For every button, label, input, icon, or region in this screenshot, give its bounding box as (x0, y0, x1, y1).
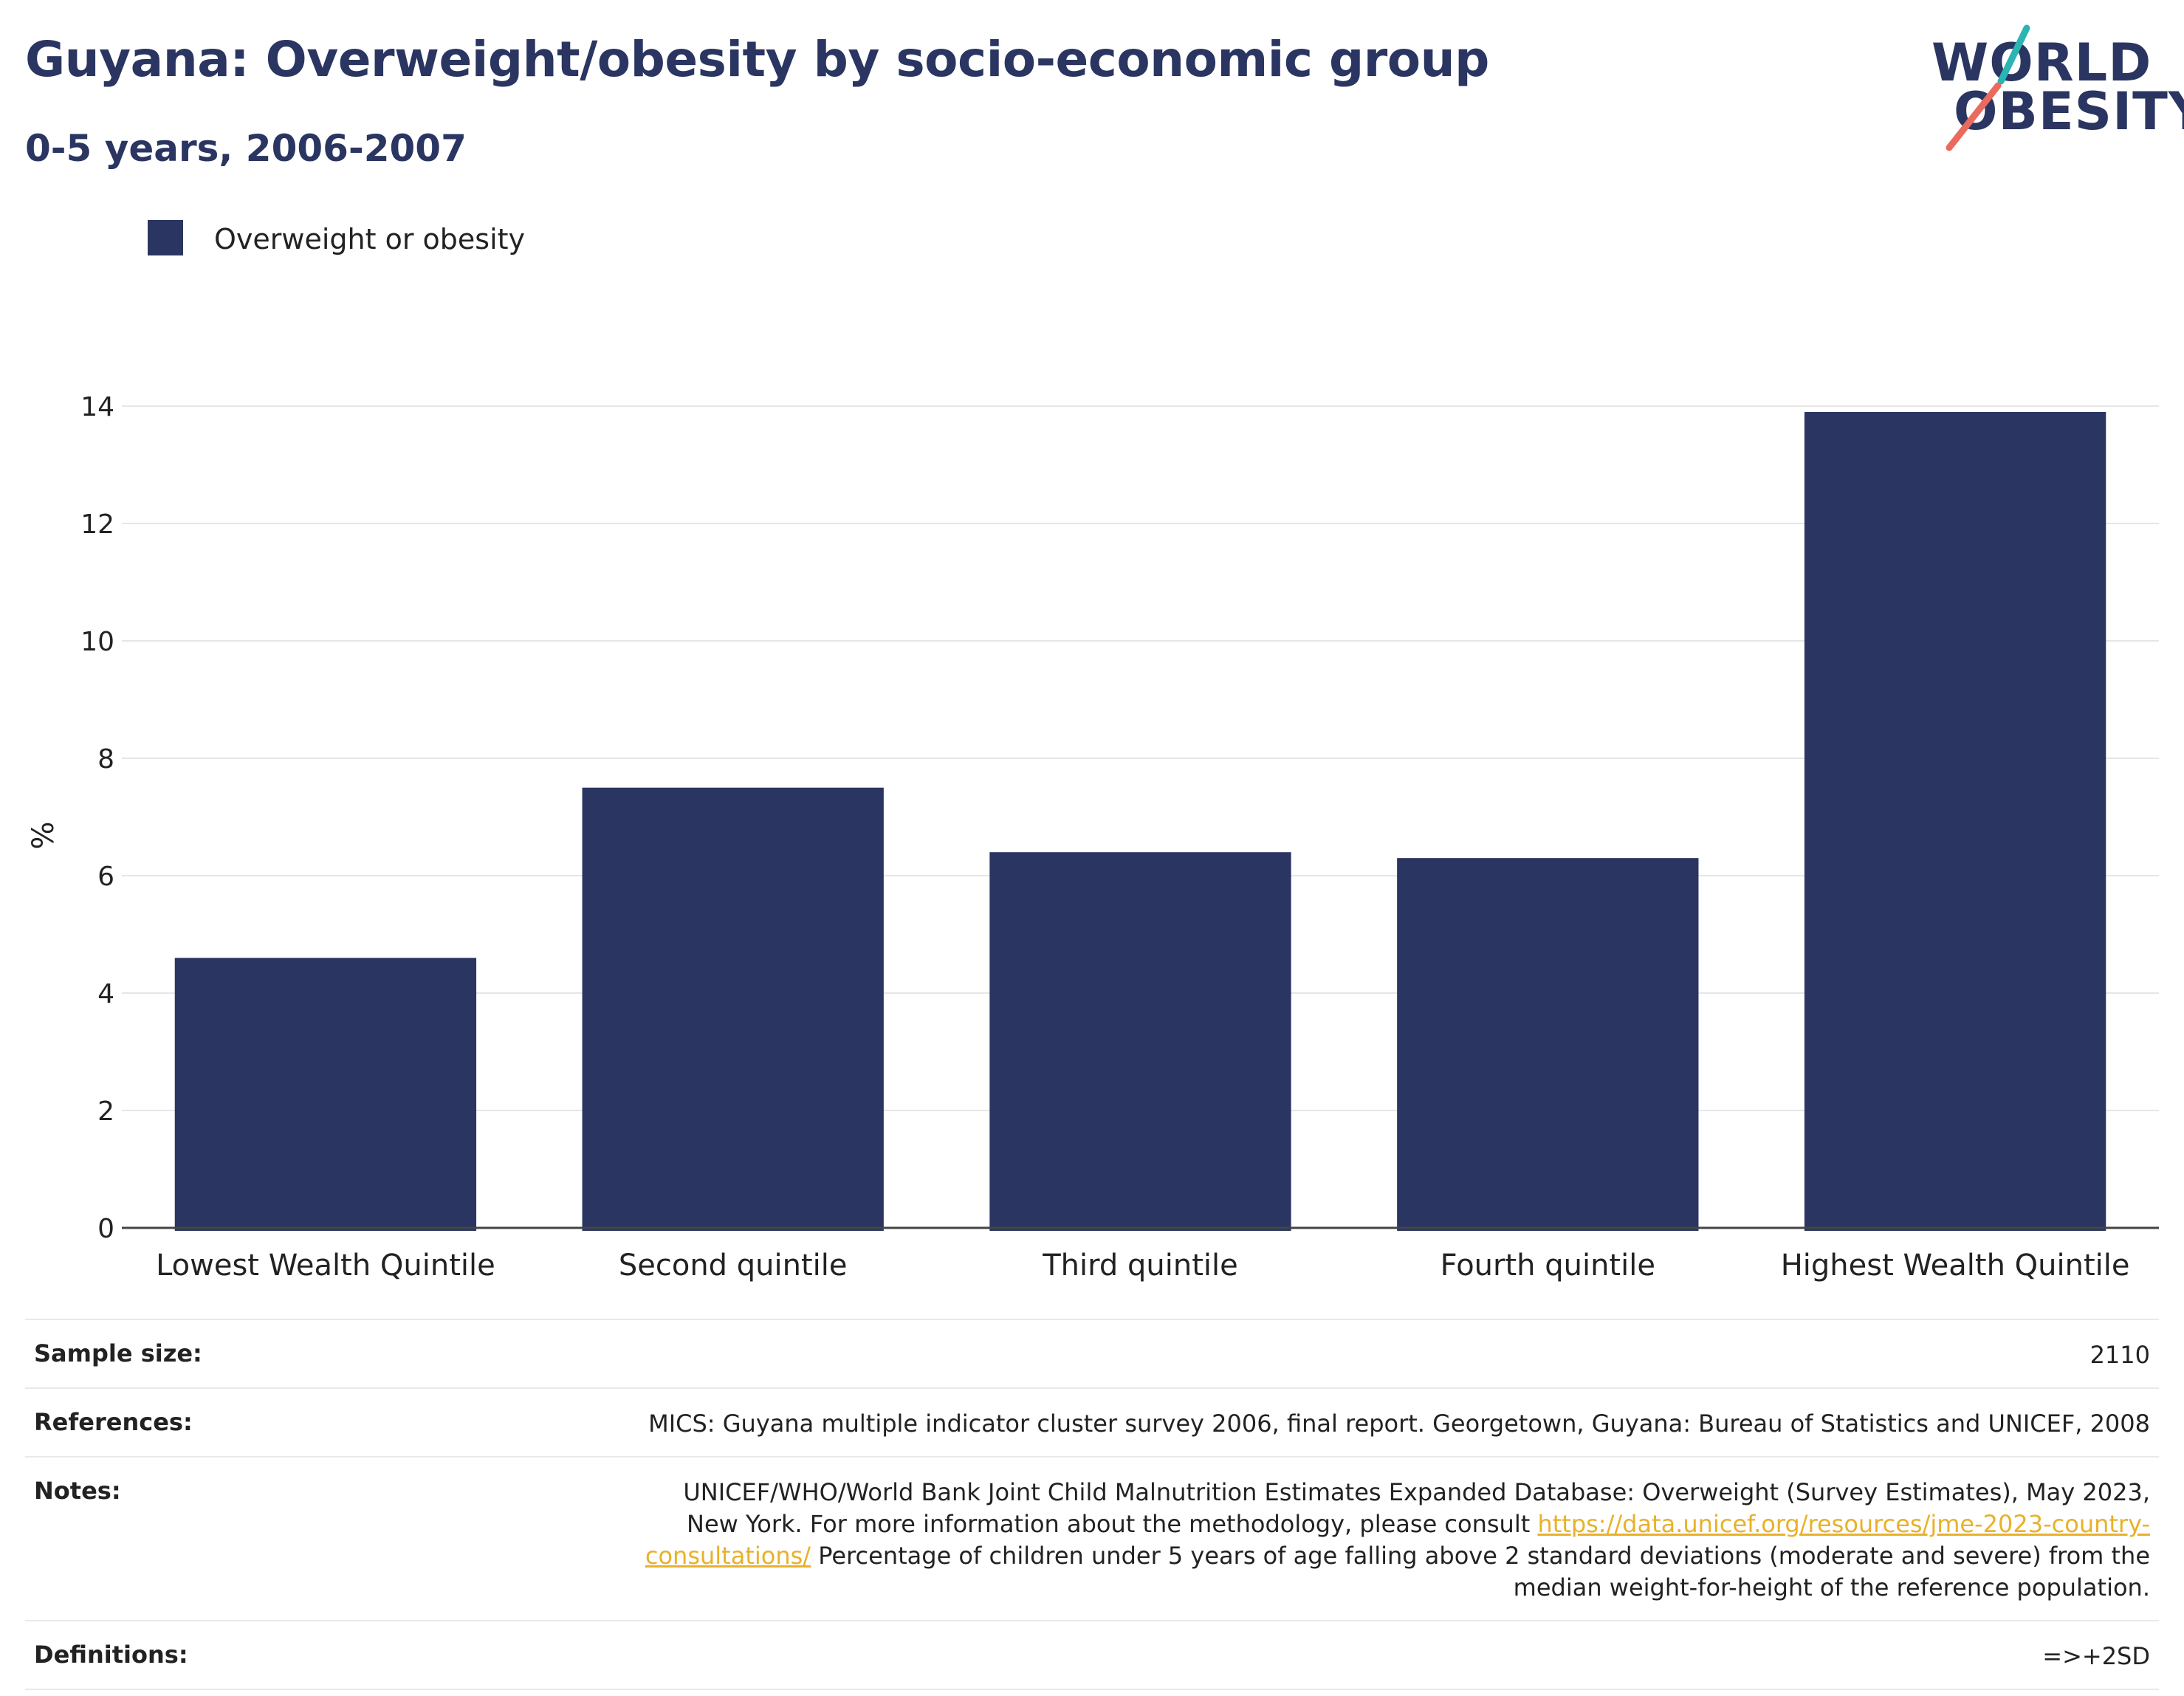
x-tick-label: Fourth quintile (1440, 1249, 1655, 1283)
y-tick-label: 6 (97, 862, 114, 892)
y-tick-label: 0 (97, 1214, 114, 1244)
chart-subtitle: 0-5 years, 2006-2007 (25, 127, 467, 170)
sample-size-value: 2110 (2089, 1341, 2150, 1369)
y-tick-label: 10 (80, 627, 114, 657)
logo-slash-icon (1946, 24, 2030, 151)
info-row-notes: Notes: UNICEF/WHO/World Bank Joint Child… (25, 1456, 2159, 1620)
chart-title: Guyana: Overweight/obesity by socio-econ… (25, 31, 1489, 88)
bar-chart: 0 2 4 6 8 10 12 14% Lowest Wealth Quintile Second… (27, 392, 2159, 1283)
info-row-sample-size: Sample size: 2110 (25, 1319, 2159, 1387)
notes-value: UNICEF/WHO/World Bank Joint Child Malnut… (636, 1477, 2150, 1604)
y-tick-label: 2 (97, 1096, 114, 1127)
x-tick-label: Second quintile (619, 1249, 848, 1283)
references-value: MICS: Guyana multiple indicator cluster … (648, 1410, 2150, 1438)
bar (174, 958, 477, 1231)
bar (582, 787, 884, 1231)
definitions-value: =>+2SD (2042, 1642, 2150, 1670)
info-row-definitions: Definitions: =>+2SD (25, 1620, 2159, 1690)
logo-text-line1: WORLD (1931, 32, 2152, 93)
y-tick-label: 14 (80, 392, 114, 422)
legend-swatch (148, 220, 183, 255)
notes-label: Notes: (34, 1477, 121, 1505)
sample-size-label: Sample size: (34, 1339, 202, 1367)
info-row-references: References: MICS: Guyana multiple indica… (25, 1387, 2159, 1456)
bar (989, 852, 1291, 1231)
legend-label: Overweight or obesity (214, 223, 526, 255)
y-tick-label: 12 (80, 509, 114, 540)
world-obesity-logo: WORLD OBESITY (1927, 22, 2184, 159)
bar (1397, 858, 1699, 1231)
info-table: Sample size: 2110 References: MICS: Guya… (25, 1319, 2159, 1690)
y-tick-label: 8 (97, 744, 114, 775)
y-axis-title: % (27, 821, 61, 849)
notes-text-before: UNICEF/WHO/World Bank Joint Child Malnut… (683, 1478, 2150, 1538)
x-tick-label: Lowest Wealth Quintile (156, 1249, 495, 1283)
bar (1804, 411, 2106, 1232)
references-label: References: (34, 1408, 193, 1436)
x-tick-label: Third quintile (1042, 1249, 1237, 1283)
y-tick-label: 4 (97, 979, 114, 1009)
notes-link[interactable]: https://data.unicef.org/resources/jme-20… (645, 1510, 2150, 1570)
definitions-label: Definitions: (34, 1641, 188, 1669)
notes-text-after: Percentage of children under 5 years of … (811, 1542, 2150, 1601)
x-tick-label: Highest Wealth Quintile (1781, 1249, 2130, 1283)
